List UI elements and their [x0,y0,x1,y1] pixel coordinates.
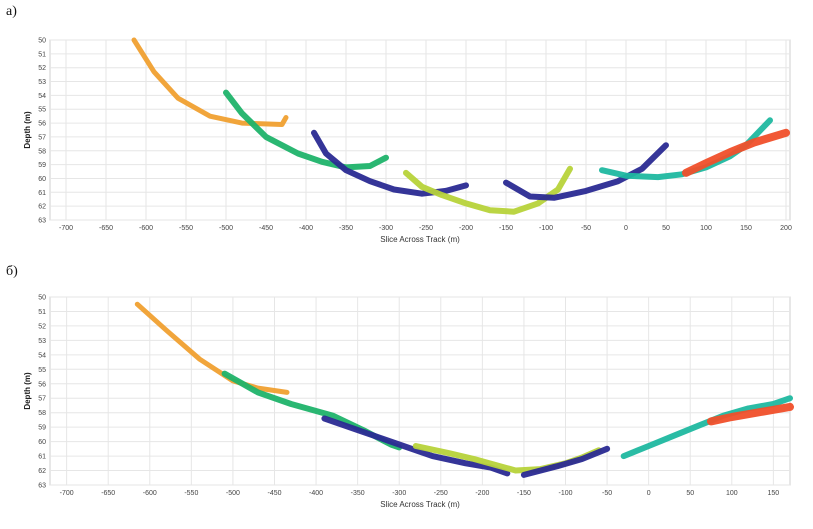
x-tick-label: -100 [558,490,572,497]
y-tick-label: 59 [38,162,46,169]
y-axis-label: Depth (m) [23,372,32,410]
x-tick-label: -400 [299,225,313,232]
bathymetry-chart-b: -700 -650 -600 -550 -500 -450 -400 -350 -300 -250… [23,295,794,509]
y-tick-label: 50 [38,295,46,302]
y-tick-label: 55 [38,107,46,114]
panel-label-b: б) [6,264,18,279]
x-tick-label: -50 [581,225,591,232]
x-tick-label: -700 [60,490,74,497]
x-tick-label: -250 [419,225,433,232]
x-axis-label: Slice Across Track (m) [380,500,460,509]
y-tick-label: 56 [38,121,46,128]
series-navy2 [520,445,611,478]
y-tick-label: 50 [38,38,46,45]
x-tick-label: 50 [662,225,670,232]
y-tick-label: 61 [38,454,46,461]
y-axis-label: Depth (m) [23,111,32,149]
y-tick-label: 52 [38,323,46,330]
y-tick-label: 59 [38,425,46,432]
y-tick-label: 52 [38,65,46,72]
series-navy2 [503,142,669,201]
y-tick-label: 63 [38,483,46,490]
x-tick-label: -450 [259,225,273,232]
y-tick-label: 60 [38,176,46,183]
panel-label-a: a) [6,4,17,19]
x-tick-label: -300 [379,225,393,232]
series-navy [311,129,469,197]
x-tick-label: 50 [686,490,694,497]
x-tick-label: -550 [179,225,193,232]
x-tick-label: -50 [602,490,612,497]
y-tick-label: 56 [38,381,46,388]
x-tick-label: -200 [459,225,473,232]
y-tick-label: 54 [38,352,46,359]
y-tick-label: 51 [38,51,46,58]
x-tick-label: -650 [101,490,115,497]
x-tick-label: -350 [351,490,365,497]
y-tick-label: 62 [38,468,46,475]
y-tick-label: 61 [38,190,46,197]
x-tick-label: -200 [475,490,489,497]
y-tick-label: 60 [38,439,46,446]
y-tick-label: 62 [38,204,46,211]
y-tick-label: 57 [38,396,46,403]
x-tick-label: 0 [624,225,628,232]
x-tick-label: -650 [99,225,113,232]
series-red [682,128,790,177]
x-tick-label: -400 [309,490,323,497]
bathymetry-chart-a: -700 -650 -600 -550 -500 -450 -400 -350 -300 -250… [23,37,792,244]
x-tick-label: -150 [517,490,531,497]
x-tick-label: -300 [392,490,406,497]
x-tick-label: 200 [780,225,792,232]
y-tick-label: 53 [38,338,46,345]
x-tick-label: -450 [267,490,281,497]
series-green [223,89,389,171]
y-tick-label: 51 [38,309,46,316]
x-tick-label: 150 [768,490,780,497]
x-tick-label: -500 [226,490,240,497]
x-tick-label: 150 [740,225,752,232]
y-tick-label: 53 [38,79,46,86]
y-tick-label: 57 [38,134,46,141]
series-orange [131,37,289,127]
x-tick-label: -600 [143,490,157,497]
x-tick-label: -150 [499,225,513,232]
x-tick-label: -350 [339,225,353,232]
x-axis-label: Slice Across Track (m) [380,235,460,244]
x-tick-label: -500 [219,225,233,232]
x-tick-label: 100 [726,490,738,497]
series-orange [134,301,290,395]
y-tick-label: 63 [38,218,46,225]
x-tick-label: -700 [59,225,73,232]
x-tick-label: -100 [539,225,553,232]
x-tick-label: -550 [184,490,198,497]
y-tick-label: 55 [38,367,46,374]
y-tick-label: 58 [38,148,46,155]
series-red [707,402,794,426]
x-tick-label: -250 [434,490,448,497]
x-tick-label: -600 [139,225,153,232]
y-tick-label: 54 [38,93,46,100]
series-lime [403,165,573,215]
series-navy [321,415,511,477]
plot-frame [49,39,791,221]
x-tick-label: 0 [647,490,651,497]
x-tick-label: 100 [700,225,712,232]
y-tick-label: 58 [38,410,46,417]
